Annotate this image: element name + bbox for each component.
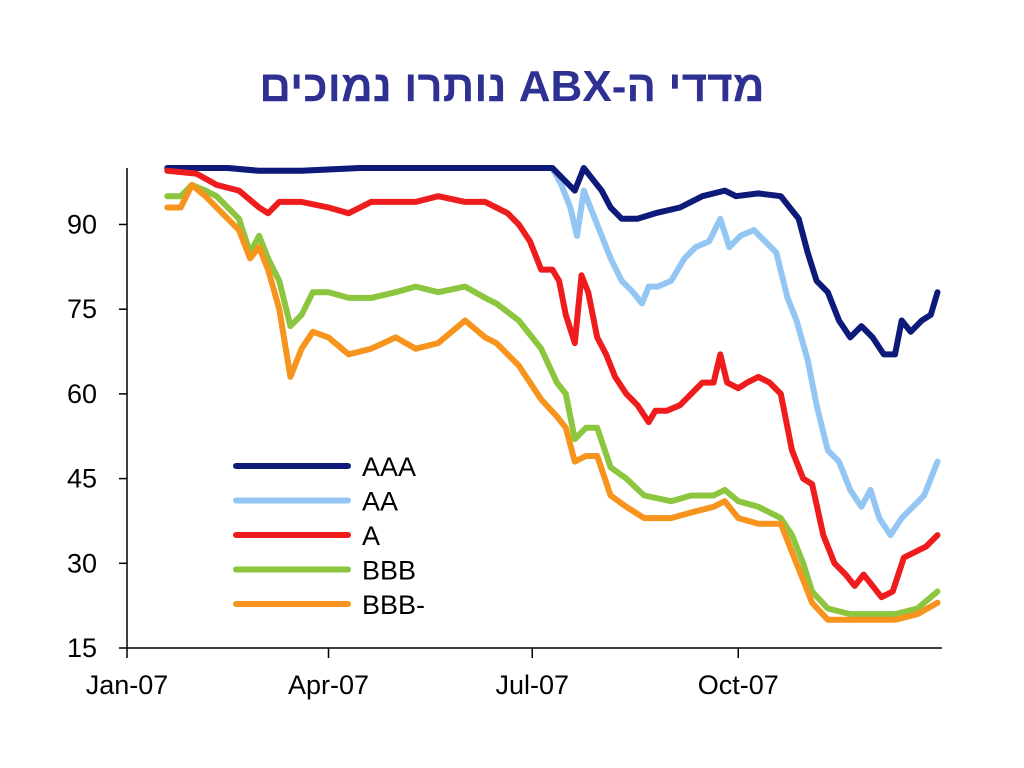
x-tick-label: Jul-07 xyxy=(495,670,569,700)
legend-label: BBB- xyxy=(362,590,425,620)
y-tick-label: 45 xyxy=(67,464,97,494)
legend-label: BBB xyxy=(362,556,416,586)
series-line-bbb-minus xyxy=(164,181,941,623)
series-layer xyxy=(164,165,941,623)
legend-label: A xyxy=(362,521,380,551)
x-tick-label: Jan-07 xyxy=(86,670,169,700)
y-tick-label: 30 xyxy=(67,548,97,578)
series-line-aa xyxy=(164,165,941,539)
y-tick-label: 60 xyxy=(67,379,97,409)
series-line-bbb xyxy=(164,181,941,618)
x-tick-label: Apr-07 xyxy=(288,670,369,700)
series-line-aaa xyxy=(164,165,941,358)
x-tick-label: Oct-07 xyxy=(698,670,779,700)
legend-label: AA xyxy=(362,487,398,517)
y-tick-label: 15 xyxy=(67,633,97,663)
legend-label: AAA xyxy=(362,452,416,482)
series-line-a xyxy=(164,167,941,601)
axes-layer: 90 75 60 45 30 15 Jan-07 Apr-07 Jul-07 Oct-07 xyxy=(67,168,942,700)
slide-title: מדדי ה-ABX נותרו נמוכים xyxy=(259,62,765,111)
y-tick-label: 75 xyxy=(67,294,97,324)
y-tick-label: 90 xyxy=(67,209,97,239)
